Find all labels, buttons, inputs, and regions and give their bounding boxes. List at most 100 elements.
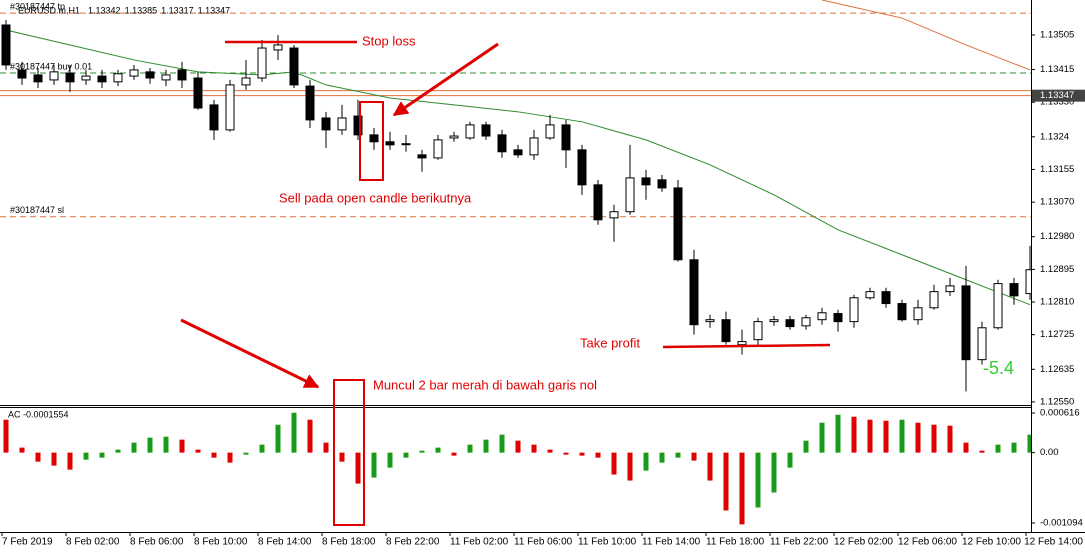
candle-body bbox=[705, 319, 715, 323]
indicator-line bbox=[5, 29, 1031, 306]
indicator-bar bbox=[595, 452, 601, 458]
indicator-bar bbox=[211, 452, 217, 458]
candle-body bbox=[641, 177, 651, 186]
candle-body bbox=[977, 327, 987, 361]
indicator-bar bbox=[803, 440, 809, 453]
x-tick-label: 11 Feb 10:00 bbox=[578, 537, 637, 548]
indicator-bar bbox=[675, 452, 681, 458]
indicator-bar bbox=[339, 452, 345, 462]
x-tick-label: 8 Feb 14:00 bbox=[258, 537, 312, 548]
candle-body bbox=[833, 313, 843, 323]
candle-body bbox=[577, 149, 587, 186]
candle-body bbox=[401, 143, 411, 146]
candle-body bbox=[881, 291, 891, 305]
candle-body bbox=[497, 134, 507, 153]
indicator-bar bbox=[227, 452, 233, 463]
y-tick-label: 1.12895 bbox=[1040, 264, 1074, 275]
x-tick-label: 11 Feb 14:00 bbox=[642, 537, 701, 548]
candle-body bbox=[801, 317, 811, 327]
indicator-bar bbox=[371, 452, 377, 478]
indicator-bar bbox=[579, 452, 585, 456]
candle-body bbox=[1009, 283, 1019, 297]
indicator-bar bbox=[515, 440, 521, 453]
annotation: Sell pada open candle berikutnya bbox=[279, 190, 472, 205]
candle-body bbox=[817, 312, 827, 321]
indicator-bar bbox=[387, 452, 393, 468]
indicator-bar bbox=[995, 444, 1001, 453]
candle-body bbox=[513, 149, 523, 156]
annotation: Stop loss bbox=[362, 33, 416, 48]
candle-body bbox=[385, 141, 395, 146]
candle-body bbox=[1025, 269, 1031, 295]
x-tick-label: 12 Feb 06:00 bbox=[898, 537, 957, 548]
candle-body bbox=[609, 211, 619, 219]
indicator-bar bbox=[291, 412, 297, 453]
candle-body bbox=[337, 117, 347, 131]
candle-body bbox=[945, 285, 955, 293]
indicator-bar bbox=[627, 452, 633, 481]
y-tick-label: 1.13505 bbox=[1040, 29, 1074, 40]
candle-body bbox=[65, 72, 75, 83]
candle-body bbox=[225, 84, 235, 131]
y-tick-label: 1.13330 bbox=[1040, 97, 1074, 108]
indicator-bar bbox=[99, 452, 105, 458]
indicator-title: AC -0.0001554 bbox=[8, 409, 69, 419]
indicator-bar bbox=[3, 419, 9, 453]
candle-body bbox=[369, 134, 379, 143]
candle-body bbox=[657, 179, 667, 189]
candle-body bbox=[193, 77, 203, 109]
candle-body bbox=[529, 137, 539, 156]
x-tick-label: 12 Feb 10:00 bbox=[962, 537, 1021, 548]
candle-body bbox=[145, 71, 155, 79]
indicator-bar bbox=[147, 437, 153, 453]
x-tick-label: 11 Feb 22:00 bbox=[770, 537, 829, 548]
indicator-bar bbox=[563, 452, 569, 455]
candle-body bbox=[545, 124, 555, 139]
y-tick-label: 1.13070 bbox=[1040, 197, 1074, 208]
header-price: 1.13385 bbox=[125, 5, 158, 15]
take-profit-mark bbox=[662, 343, 831, 349]
candle-body bbox=[257, 47, 267, 79]
indicator-bar bbox=[547, 449, 553, 453]
arrow bbox=[180, 318, 320, 389]
indicator-bar bbox=[915, 422, 921, 453]
indicator-bar bbox=[19, 447, 25, 453]
indicator-bar bbox=[483, 439, 489, 453]
indicator-bar bbox=[883, 420, 889, 453]
indicator-bar bbox=[835, 414, 841, 453]
arrow bbox=[392, 42, 499, 117]
x-tick-label: 11 Feb 06:00 bbox=[514, 537, 573, 548]
candle-body bbox=[481, 124, 491, 137]
indicator-bar bbox=[1011, 442, 1017, 453]
indicator-bar bbox=[131, 442, 137, 453]
candle-body bbox=[769, 319, 779, 323]
y-tick-label: 1.1324 bbox=[1040, 131, 1069, 142]
bid-label: 1.13347 bbox=[1040, 90, 1074, 101]
candle-body bbox=[321, 117, 331, 131]
candle-body bbox=[961, 285, 971, 361]
candle-body bbox=[1, 24, 11, 66]
candle-body bbox=[865, 291, 875, 299]
candle-body bbox=[273, 44, 283, 51]
x-tick-label: 8 Feb 18:00 bbox=[322, 537, 376, 548]
x-tick-label: 8 Feb 06:00 bbox=[130, 537, 184, 548]
indicator-bar bbox=[435, 447, 441, 453]
candle-body bbox=[929, 291, 939, 309]
indicator-bar bbox=[707, 452, 713, 481]
indicator-bar bbox=[979, 450, 985, 453]
symbol-label: EURUSD.m,H1 bbox=[18, 5, 80, 15]
candle-body bbox=[241, 77, 251, 86]
axes: 1.13505 1.13415 1.13330 1.1324 1.13155 1.1307… bbox=[1, 29, 1085, 548]
indicator-bar bbox=[819, 422, 825, 453]
candle-body bbox=[625, 177, 635, 213]
indicator-bar bbox=[755, 452, 761, 508]
candle-body bbox=[753, 321, 763, 341]
candle-body bbox=[897, 303, 907, 321]
indicator-bar bbox=[67, 452, 73, 470]
candle-body bbox=[113, 73, 123, 83]
highlight-box bbox=[333, 379, 365, 526]
indicator-bar bbox=[275, 424, 281, 453]
y-tick-label: 1.12810 bbox=[1040, 297, 1074, 308]
y-tick-label: 1.12980 bbox=[1040, 231, 1074, 242]
